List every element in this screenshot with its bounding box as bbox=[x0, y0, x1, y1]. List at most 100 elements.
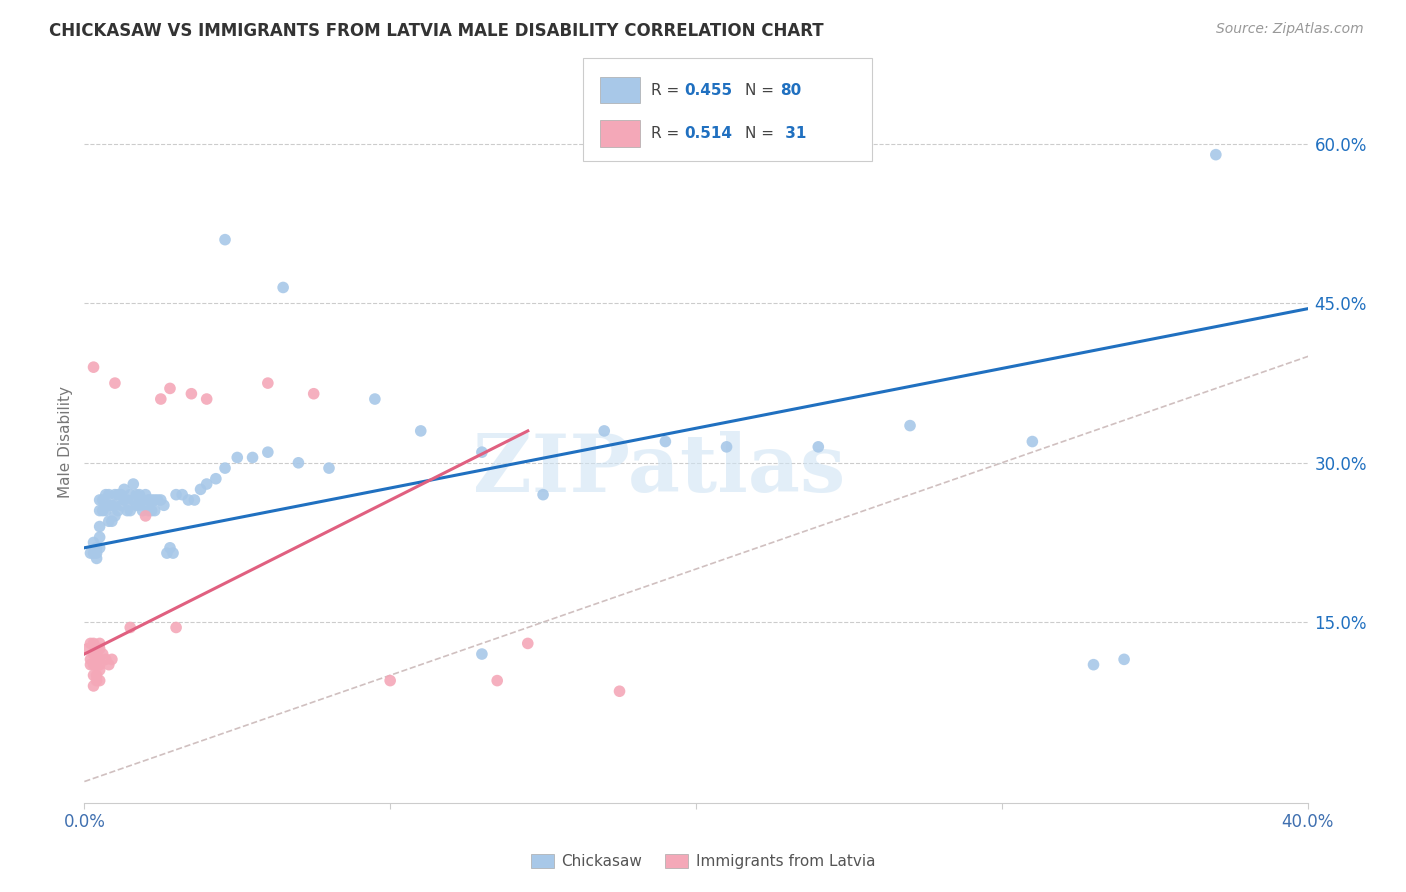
Point bbox=[159, 381, 181, 395]
Point bbox=[79, 636, 101, 650]
Point bbox=[183, 493, 205, 508]
Text: Source: ZipAtlas.com: Source: ZipAtlas.com bbox=[1216, 22, 1364, 37]
Point bbox=[531, 488, 554, 502]
Point bbox=[83, 679, 105, 693]
Point bbox=[86, 546, 108, 560]
Point bbox=[101, 652, 124, 666]
Point bbox=[165, 488, 187, 502]
Point bbox=[128, 488, 150, 502]
Point bbox=[94, 652, 117, 666]
Point bbox=[257, 445, 280, 459]
Point bbox=[409, 424, 432, 438]
Text: R =: R = bbox=[651, 83, 685, 97]
Point bbox=[214, 233, 236, 247]
Point bbox=[107, 488, 129, 502]
Point bbox=[159, 541, 181, 555]
Text: 0.514: 0.514 bbox=[685, 127, 733, 141]
Point bbox=[86, 673, 108, 688]
Point bbox=[318, 461, 340, 475]
Point bbox=[91, 503, 114, 517]
Point bbox=[149, 493, 172, 508]
Point bbox=[94, 488, 117, 502]
Point bbox=[364, 392, 387, 406]
Text: N =: N = bbox=[745, 83, 779, 97]
Point bbox=[302, 386, 325, 401]
Point bbox=[86, 668, 108, 682]
Point bbox=[91, 493, 114, 508]
Point bbox=[1021, 434, 1043, 449]
Point bbox=[83, 535, 105, 549]
Point bbox=[1114, 652, 1136, 666]
Point bbox=[120, 488, 142, 502]
Point bbox=[120, 620, 142, 634]
Point bbox=[115, 493, 138, 508]
Point bbox=[131, 493, 153, 508]
Point bbox=[104, 376, 127, 390]
Point bbox=[609, 684, 631, 698]
Point bbox=[86, 647, 108, 661]
Text: CHICKASAW VS IMMIGRANTS FROM LATVIA MALE DISABILITY CORRELATION CHART: CHICKASAW VS IMMIGRANTS FROM LATVIA MALE… bbox=[49, 22, 824, 40]
Point bbox=[131, 503, 153, 517]
Point bbox=[716, 440, 738, 454]
Point bbox=[135, 498, 157, 512]
Point bbox=[110, 488, 132, 502]
Point bbox=[104, 508, 127, 523]
Point bbox=[86, 541, 108, 555]
Point bbox=[807, 440, 830, 454]
Point bbox=[287, 456, 309, 470]
Legend: Chickasaw, Immigrants from Latvia: Chickasaw, Immigrants from Latvia bbox=[524, 848, 882, 875]
Point bbox=[195, 392, 218, 406]
Point bbox=[89, 493, 111, 508]
Point bbox=[79, 652, 101, 666]
Point bbox=[141, 503, 163, 517]
Point bbox=[97, 514, 120, 528]
Point bbox=[180, 386, 202, 401]
Point bbox=[97, 498, 120, 512]
Point bbox=[94, 503, 117, 517]
Text: ZIPatlas: ZIPatlas bbox=[474, 432, 845, 509]
Point bbox=[149, 392, 172, 406]
Point bbox=[214, 461, 236, 475]
Point bbox=[471, 647, 494, 661]
Point bbox=[89, 530, 111, 544]
Point bbox=[89, 636, 111, 650]
Point bbox=[1083, 657, 1105, 672]
Point bbox=[104, 488, 127, 502]
Point bbox=[125, 498, 148, 512]
Point bbox=[122, 493, 145, 508]
Point bbox=[104, 498, 127, 512]
Point bbox=[101, 514, 124, 528]
Point bbox=[83, 657, 105, 672]
Point bbox=[205, 472, 228, 486]
Point bbox=[486, 673, 509, 688]
Point bbox=[83, 360, 105, 375]
Point bbox=[115, 503, 138, 517]
Point bbox=[654, 434, 676, 449]
Point bbox=[195, 477, 218, 491]
Point bbox=[125, 488, 148, 502]
Point bbox=[516, 636, 538, 650]
Point bbox=[143, 493, 166, 508]
Point bbox=[190, 483, 212, 497]
Point bbox=[143, 503, 166, 517]
Point bbox=[83, 636, 105, 650]
Point bbox=[271, 280, 294, 294]
Point bbox=[122, 477, 145, 491]
Point bbox=[107, 503, 129, 517]
Point bbox=[471, 445, 494, 459]
Text: 31: 31 bbox=[780, 127, 807, 141]
Point bbox=[76, 641, 98, 656]
Point bbox=[89, 652, 111, 666]
Point bbox=[97, 657, 120, 672]
Point bbox=[89, 519, 111, 533]
Point bbox=[135, 508, 157, 523]
Text: 80: 80 bbox=[780, 83, 801, 97]
Point bbox=[83, 546, 105, 560]
Point bbox=[138, 493, 160, 508]
Point bbox=[1205, 147, 1227, 161]
Point bbox=[156, 546, 179, 560]
Point bbox=[135, 488, 157, 502]
Point bbox=[110, 498, 132, 512]
Point bbox=[162, 546, 184, 560]
Point bbox=[97, 488, 120, 502]
